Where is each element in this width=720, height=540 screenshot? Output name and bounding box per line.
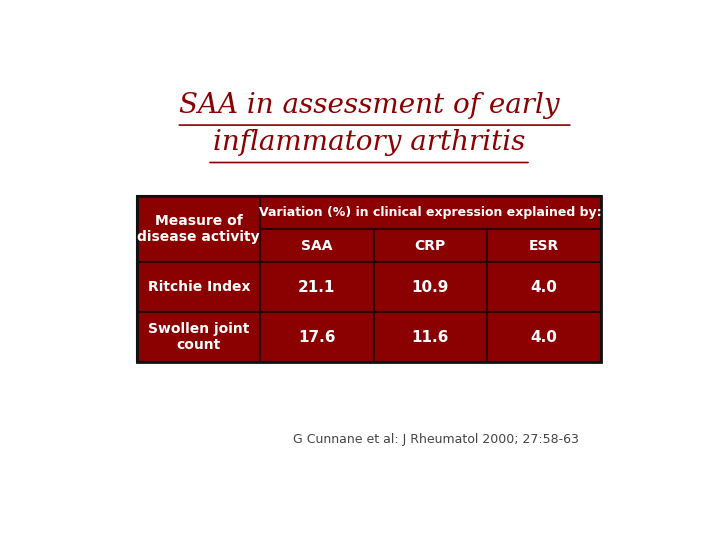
FancyBboxPatch shape — [260, 196, 600, 229]
Text: 4.0: 4.0 — [531, 329, 557, 345]
FancyBboxPatch shape — [260, 312, 374, 362]
Text: ESR: ESR — [528, 239, 559, 253]
FancyBboxPatch shape — [138, 196, 260, 262]
Text: CRP: CRP — [415, 239, 446, 253]
FancyBboxPatch shape — [260, 229, 374, 262]
Text: 17.6: 17.6 — [298, 329, 336, 345]
Text: Measure of
disease activity: Measure of disease activity — [138, 214, 260, 244]
FancyBboxPatch shape — [374, 312, 487, 362]
FancyBboxPatch shape — [374, 229, 487, 262]
Text: inflammatory arthritis: inflammatory arthritis — [213, 129, 525, 156]
FancyBboxPatch shape — [487, 229, 600, 262]
Text: SAA in assessment of early: SAA in assessment of early — [179, 92, 559, 119]
Text: 11.6: 11.6 — [412, 329, 449, 345]
FancyBboxPatch shape — [374, 262, 487, 312]
FancyBboxPatch shape — [138, 312, 260, 362]
FancyBboxPatch shape — [487, 262, 600, 312]
FancyBboxPatch shape — [260, 262, 374, 312]
Text: 21.1: 21.1 — [298, 280, 336, 295]
Text: 4.0: 4.0 — [531, 280, 557, 295]
Text: Ritchie Index: Ritchie Index — [148, 280, 250, 294]
FancyBboxPatch shape — [138, 262, 260, 312]
Text: SAA: SAA — [301, 239, 333, 253]
Text: Swollen joint
count: Swollen joint count — [148, 322, 250, 352]
Text: 10.9: 10.9 — [412, 280, 449, 295]
Text: Variation (%) in clinical expression explained by:: Variation (%) in clinical expression exp… — [259, 206, 602, 219]
Text: G Cunnane et al: J Rheumatol 2000; 27:58-63: G Cunnane et al: J Rheumatol 2000; 27:58… — [293, 433, 579, 446]
FancyBboxPatch shape — [487, 312, 600, 362]
